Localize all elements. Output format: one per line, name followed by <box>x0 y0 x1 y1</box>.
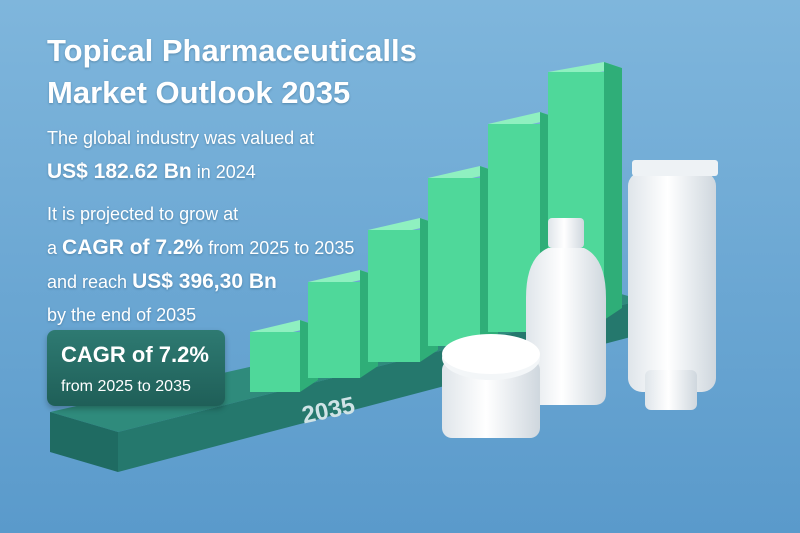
summary-year: in 2024 <box>196 162 256 182</box>
products <box>442 160 718 438</box>
projection-cagr: CAGR of 7.2% <box>62 236 204 259</box>
cagr-badge: CAGR of 7.2% from 2025 to 2035 <box>47 330 225 406</box>
summary: The global industry was valued at US$ 18… <box>47 122 314 189</box>
projection-value: US$ 396,30 Bn <box>132 270 277 293</box>
title-line: Market Outlook 2035 <box>47 75 351 110</box>
platform-front <box>50 412 118 472</box>
projection-period: from 2025 to 2035 <box>208 238 355 258</box>
projection: It is projected to grow at a CAGR of 7.2… <box>47 198 354 332</box>
title-line: Topical Pharmaceuticalls <box>47 33 417 68</box>
projection-line: by the end of 2035 <box>47 305 197 325</box>
projection-line: It is projected to grow at <box>47 204 239 224</box>
summary-value: US$ 182.62 Bn <box>47 160 192 183</box>
title: Topical Pharmaceuticalls Market Outlook … <box>47 30 417 114</box>
badge-title: CAGR of 7.2% <box>61 342 209 367</box>
projection-prefix: a <box>47 238 58 258</box>
summary-intro: The global industry was valued at <box>47 128 315 148</box>
badge-subtitle: from 2025 to 2035 <box>61 378 191 395</box>
projection-prefix: and reach <box>47 272 128 292</box>
